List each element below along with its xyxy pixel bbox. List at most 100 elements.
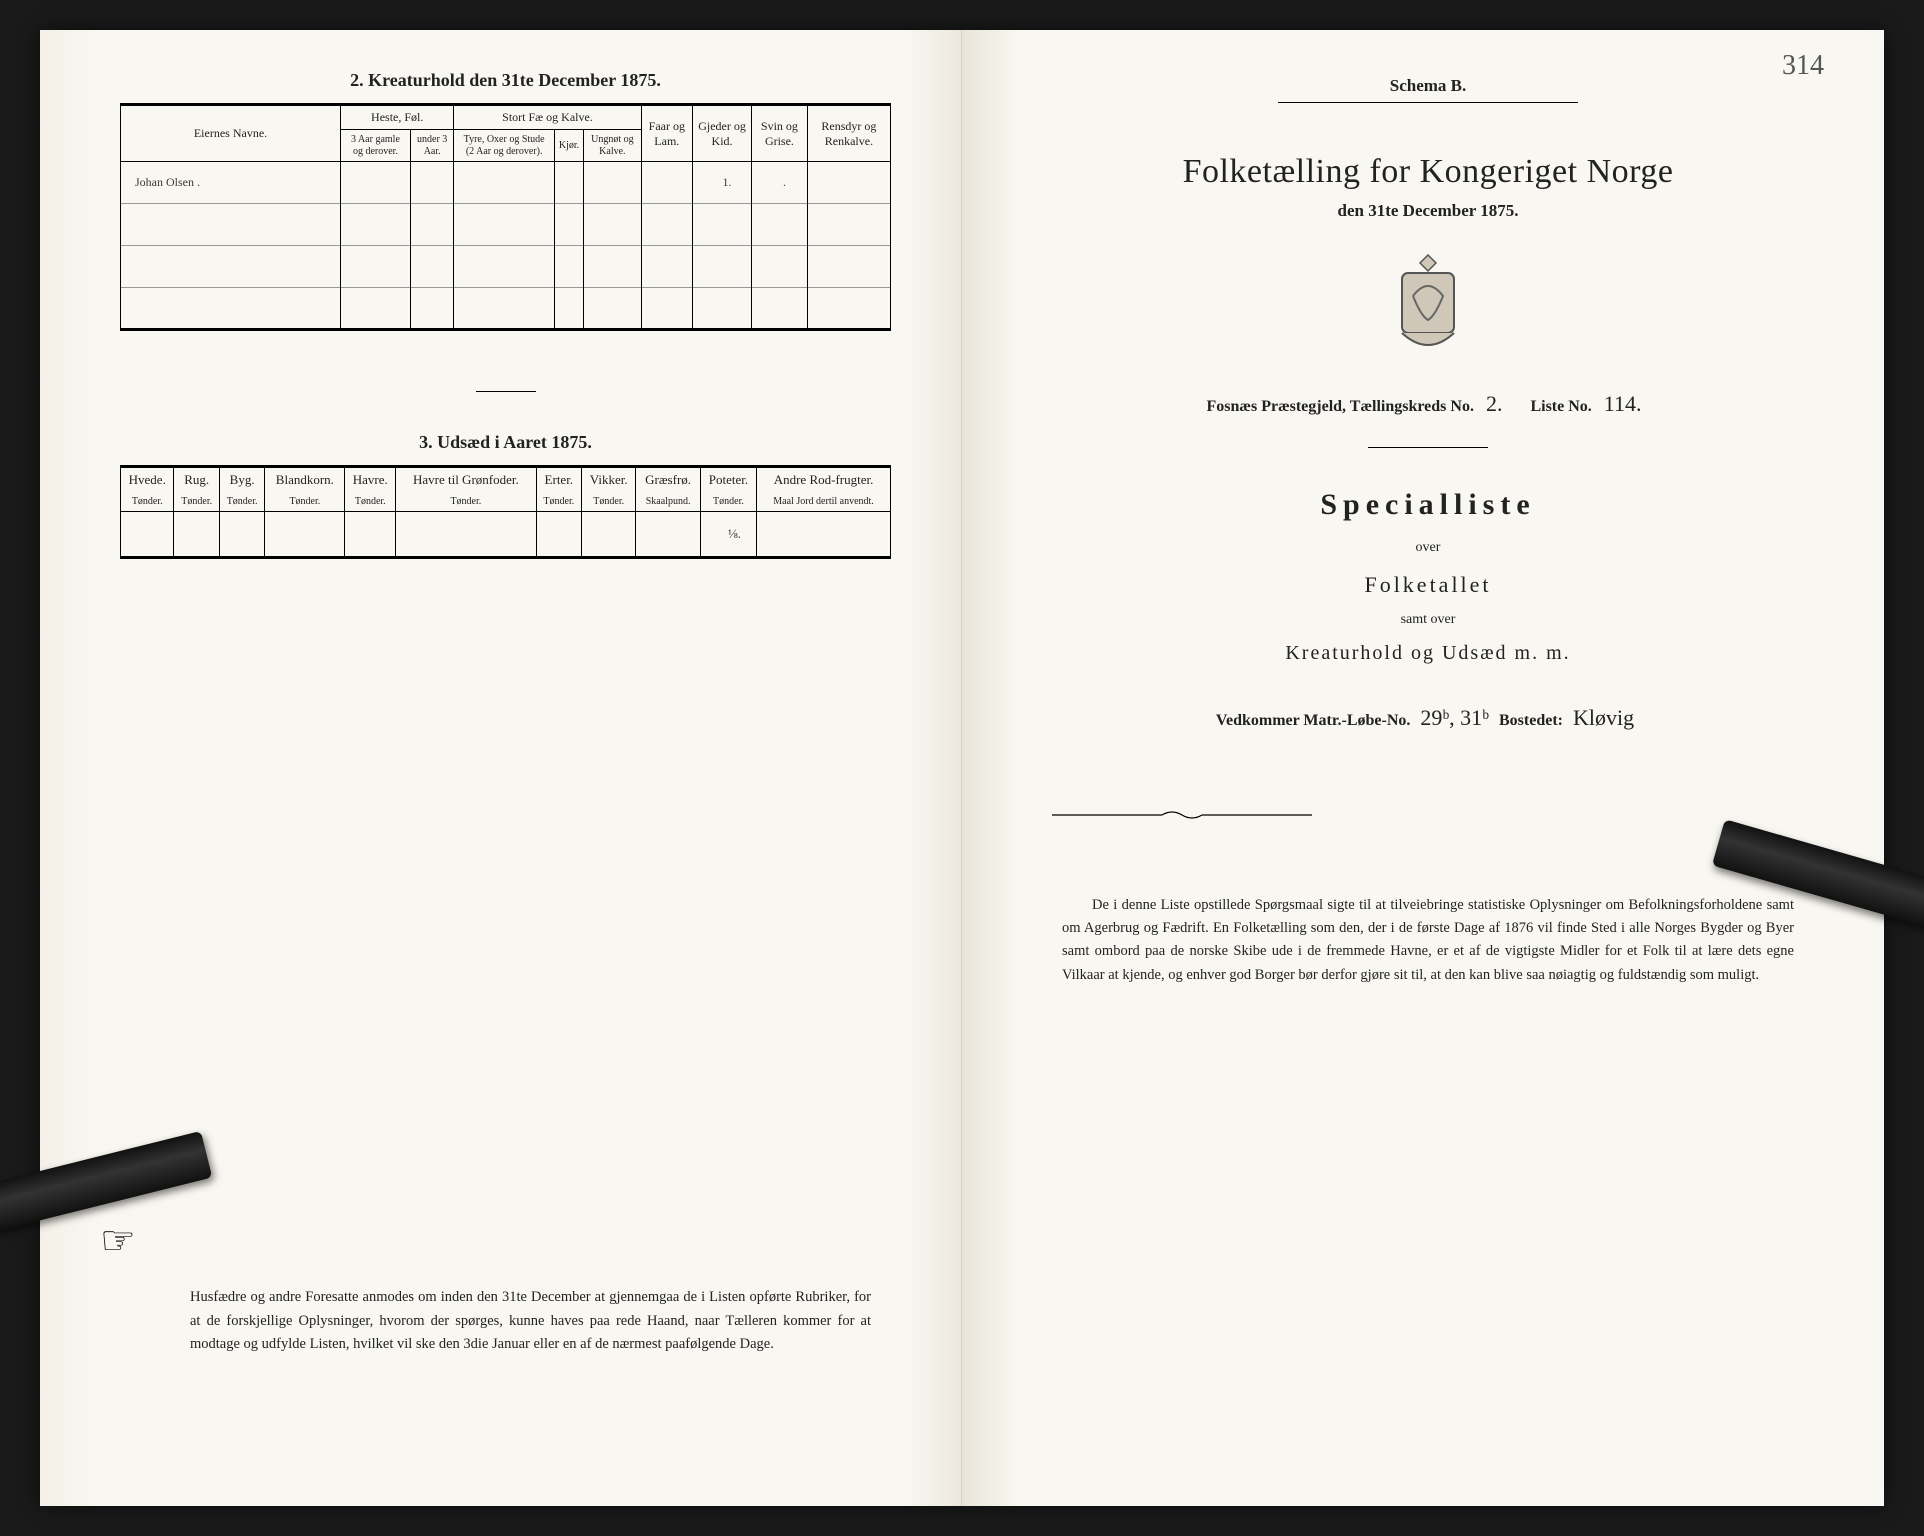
district-number: 2. — [1478, 391, 1511, 416]
matr-number: 29ᵇ, 31ᵇ — [1414, 705, 1495, 730]
census-district-line: Fosnæs Præstegjeld, Tællingskreds No. 2.… — [1052, 391, 1804, 417]
seed-col: Poteter. — [700, 467, 756, 493]
left-page: 2. Kreaturhold den 31te December 1875. E… — [40, 30, 962, 1506]
right-page: 314 Schema B. Folketælling for Kongerige… — [962, 30, 1884, 1506]
cell — [554, 162, 583, 204]
schema-label: Schema B. — [1052, 76, 1804, 96]
kreatur-heading: Kreaturhold og Udsæd m. m. — [1052, 642, 1804, 665]
section3-title: 3. Udsæd i Aaret 1875. — [120, 432, 891, 453]
seed-sub: Tønder. — [265, 492, 345, 512]
livestock-table: Eiernes Navne. Heste, Føl. Stort Fæ og K… — [120, 103, 891, 331]
seed-sub: Tønder. — [536, 492, 581, 512]
seed-sub: Skaalpund. — [636, 492, 700, 512]
cell — [636, 512, 700, 558]
col-reindeer: Rensdyr og Renkalve. — [807, 105, 890, 162]
ornament-divider-icon — [1052, 811, 1312, 819]
seed-col: Hvede. — [121, 467, 174, 493]
cell — [341, 162, 411, 204]
col-owner: Eiernes Navne. — [121, 105, 341, 162]
seed-col: Blandkorn. — [265, 467, 345, 493]
seed-col: Byg. — [219, 467, 264, 493]
book-spread: 2. Kreaturhold den 31te December 1875. E… — [40, 30, 1884, 1506]
seed-sub-row: Tønder. Tønder. Tønder. Tønder. Tønder. … — [121, 492, 891, 512]
cell — [121, 288, 341, 330]
cell — [641, 162, 692, 204]
col-goats: Gjeder og Kid. — [693, 105, 752, 162]
specialliste-heading: Specialliste — [1052, 488, 1804, 522]
cell: ⅛. — [700, 512, 756, 558]
cell — [121, 204, 341, 246]
table-row — [121, 204, 891, 246]
col-group-horses: Heste, Føl. — [341, 105, 454, 130]
district-prefix: Fosnæs Præstegjeld, Tællingskreds No. — [1207, 398, 1474, 415]
col-cattle-cows: Kjør. — [554, 130, 583, 162]
cell — [757, 512, 891, 558]
seed-head-row: Hvede. Rug. Byg. Blandkorn. Havre. Havre… — [121, 467, 891, 493]
seed-table: Hvede. Rug. Byg. Blandkorn. Havre. Havre… — [120, 465, 891, 559]
seed-col: Erter. — [536, 467, 581, 493]
seed-sub: Tønder. — [582, 492, 636, 512]
divider — [1368, 447, 1488, 448]
coat-of-arms-icon — [1388, 251, 1468, 351]
col-pigs: Svin og Grise. — [752, 105, 808, 162]
over-label: over — [1052, 540, 1804, 556]
census-title: Folketælling for Kongeriget Norge — [1052, 153, 1804, 191]
seed-col: Andre Rod-frugter. — [757, 467, 891, 493]
bostedet-value: Kløvig — [1567, 705, 1640, 730]
cell: 1. — [693, 162, 752, 204]
seed-sub: Tønder. — [345, 492, 396, 512]
right-footnote: De i denne Liste opstillede Spørgsmaal s… — [1062, 894, 1794, 987]
census-subtitle: den 31te December 1875. — [1052, 201, 1804, 221]
table-row: Johan Olsen . 1. . — [121, 162, 891, 204]
col-group-cattle: Stort Fæ og Kalve. — [454, 105, 641, 130]
seed-sub: Tønder. — [219, 492, 264, 512]
cell — [807, 162, 890, 204]
seed-sub: Tønder. — [396, 492, 536, 512]
divider — [1278, 102, 1579, 103]
cell: . — [752, 162, 808, 204]
cell — [219, 512, 264, 558]
seed-sub: Maal Jord dertil anvendt. — [757, 492, 891, 512]
left-footnote: Husfædre og andre Foresatte anmodes om i… — [190, 1286, 871, 1356]
cell-owner: Johan Olsen . — [121, 162, 341, 204]
seed-sub: Tønder. — [121, 492, 174, 512]
col-horse-old: 3 Aar gamle og derover. — [341, 130, 411, 162]
seed-col: Havre til Grønfoder. — [396, 467, 536, 493]
cell — [410, 162, 454, 204]
bostedet-label: Bostedet: — [1499, 712, 1563, 729]
liste-number: 114. — [1596, 391, 1650, 416]
cell — [582, 512, 636, 558]
vedkommer-prefix: Vedkommer Matr.-Løbe-No. — [1216, 712, 1411, 729]
section2-title: 2. Kreaturhold den 31te December 1875. — [120, 70, 891, 91]
liste-label: Liste No. — [1530, 398, 1591, 415]
col-sheep: Faar og Lam. — [641, 105, 692, 162]
seed-col: Vikker. — [582, 467, 636, 493]
cell — [584, 162, 641, 204]
table-row: ⅛. — [121, 512, 891, 558]
table-row — [121, 288, 891, 330]
samt-label: samt over — [1052, 612, 1804, 628]
page-number: 314 — [1782, 50, 1824, 82]
vedkommer-line: Vedkommer Matr.-Løbe-No. 29ᵇ, 31ᵇ Bosted… — [1052, 705, 1804, 731]
cell — [265, 512, 345, 558]
seed-sub: Tønder. — [700, 492, 756, 512]
cell — [454, 162, 554, 204]
cell — [121, 246, 341, 288]
col-horse-young: under 3 Aar. — [410, 130, 454, 162]
seed-col: Rug. — [174, 467, 219, 493]
cell — [121, 512, 174, 558]
cell — [536, 512, 581, 558]
seed-sub: Tønder. — [174, 492, 219, 512]
col-cattle-calves: Ungnøt og Kalve. — [584, 130, 641, 162]
cell — [174, 512, 219, 558]
cell — [345, 512, 396, 558]
cell — [396, 512, 536, 558]
divider — [476, 391, 536, 392]
col-cattle-bulls: Tyre, Oxer og Stude (2 Aar og derover). — [454, 130, 554, 162]
seed-col: Havre. — [345, 467, 396, 493]
folketallet-heading: Folketallet — [1052, 572, 1804, 598]
seed-col: Græsfrø. — [636, 467, 700, 493]
table-row — [121, 246, 891, 288]
livestock-tbody: Johan Olsen . 1. . — [121, 162, 891, 330]
pointing-hand-icon: ☞ — [100, 1217, 136, 1264]
